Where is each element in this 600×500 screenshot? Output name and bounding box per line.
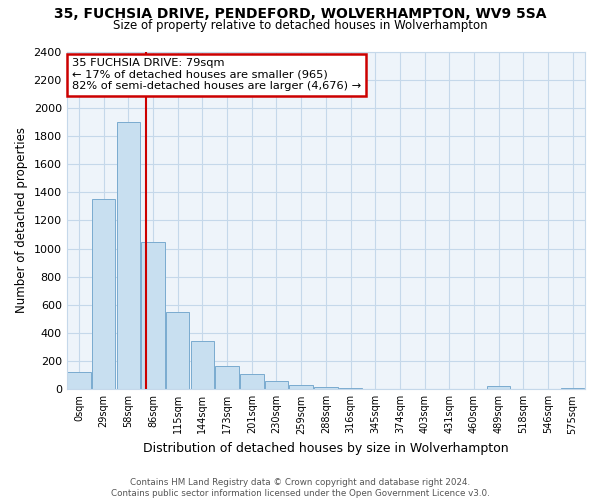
Y-axis label: Number of detached properties: Number of detached properties [15, 128, 28, 314]
Bar [240, 374, 263, 390]
Bar [191, 342, 214, 390]
Bar [487, 386, 511, 390]
Bar [364, 388, 387, 390]
Bar [116, 122, 140, 390]
Bar [289, 385, 313, 390]
Text: 35, FUCHSIA DRIVE, PENDEFORD, WOLVERHAMPTON, WV9 5SA: 35, FUCHSIA DRIVE, PENDEFORD, WOLVERHAMP… [54, 8, 546, 22]
Bar [339, 388, 362, 390]
Text: Contains HM Land Registry data © Crown copyright and database right 2024.
Contai: Contains HM Land Registry data © Crown c… [110, 478, 490, 498]
Bar [92, 200, 115, 390]
Bar [142, 242, 165, 390]
Bar [561, 388, 584, 390]
Bar [265, 381, 288, 390]
Bar [314, 387, 338, 390]
Bar [67, 372, 91, 390]
Text: 35 FUCHSIA DRIVE: 79sqm
← 17% of detached houses are smaller (965)
82% of semi-d: 35 FUCHSIA DRIVE: 79sqm ← 17% of detache… [72, 58, 361, 92]
Text: Size of property relative to detached houses in Wolverhampton: Size of property relative to detached ho… [113, 18, 487, 32]
Bar [215, 366, 239, 390]
X-axis label: Distribution of detached houses by size in Wolverhampton: Distribution of detached houses by size … [143, 442, 509, 455]
Bar [166, 312, 190, 390]
